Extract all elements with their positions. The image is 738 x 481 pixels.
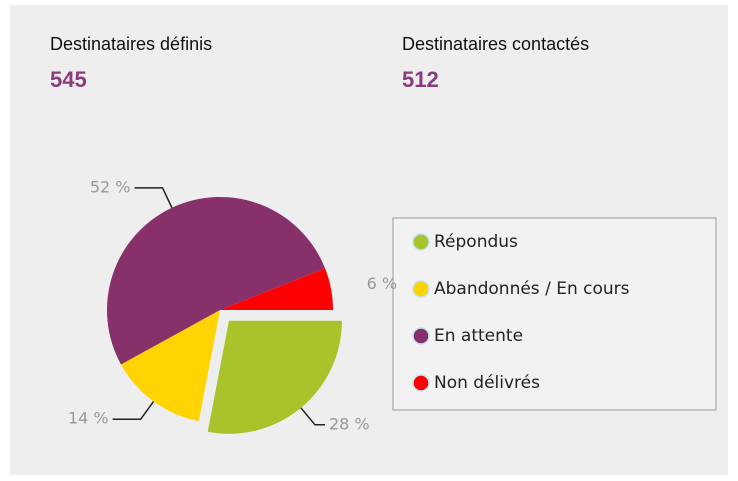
legend-label: Non délivrés: [434, 373, 540, 393]
data-label: 52 %: [90, 177, 131, 196]
legend-swatch: [412, 233, 430, 251]
pie-slice: [120, 310, 220, 421]
leader-line: [112, 400, 155, 420]
data-label: 14 %: [68, 409, 109, 428]
legend-label: Répondus: [434, 232, 518, 252]
pie-slice: [207, 320, 342, 434]
legend-swatch: [412, 374, 430, 392]
data-label: 6 %: [367, 274, 397, 293]
leader-line: [134, 187, 173, 209]
stat-label: Destinataires contactés: [402, 34, 589, 54]
legend-label: En attente: [434, 326, 523, 346]
stat-label: Destinataires définis: [50, 34, 212, 54]
pie-slice: [220, 268, 333, 310]
legend-swatch: [412, 327, 430, 345]
legend-label: Abandonnés / En cours: [434, 279, 630, 299]
legend-box: [392, 217, 717, 411]
data-label: 28 %: [329, 414, 370, 433]
pie-slice: [106, 196, 326, 365]
leader-line: [300, 407, 325, 426]
stat-value: 545: [50, 67, 87, 92]
stat-value: 512: [402, 67, 439, 92]
legend-swatch: [412, 280, 430, 298]
